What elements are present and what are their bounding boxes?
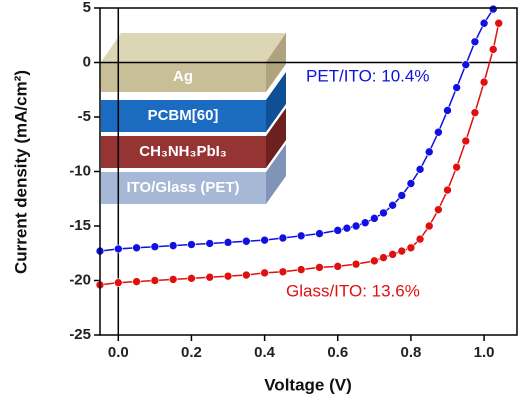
data-point [113,244,123,254]
data-point [397,246,407,256]
data-point [488,45,498,54]
layer-pcbm [101,100,266,132]
data-point [113,278,123,287]
x-axis-label: Voltage (V) [264,375,352,394]
data-point [223,238,233,247]
layer-ag [101,62,266,92]
y-tick-label: -15 [69,217,91,234]
data-point [242,236,251,246]
data-point [132,243,141,253]
data-point [150,242,160,252]
layer-side [266,108,286,168]
data-point [470,37,480,47]
data-point [379,208,388,218]
data-point [278,233,288,243]
y-tick-label: -25 [69,326,91,343]
data-point [443,185,452,195]
data-point [379,253,388,262]
data-point [415,165,425,174]
layer-label: ITO/Glass (PET) [126,179,239,196]
data-point [260,268,269,278]
data-point [242,270,251,280]
x-tick-label: 0.4 [254,344,276,361]
data-point [296,265,306,274]
series-label: PET/ITO: 10.4% [306,66,429,85]
data-point [388,250,397,259]
layer-side [266,72,286,132]
x-tick-label: 1.0 [474,344,495,361]
layer-top [101,33,286,62]
data-point [205,239,215,248]
data-point [488,4,498,14]
data-point [434,127,443,137]
data-point [360,218,370,228]
layer-perovskite [101,136,266,168]
data-point [452,162,461,172]
data-point [443,106,452,115]
data-point [388,200,397,210]
x-tick-label: 0.0 [108,344,129,361]
data-point [406,179,416,188]
data-point [470,108,480,117]
data-point [461,136,471,146]
y-tick-label: -5 [78,108,91,125]
data-point [479,18,489,28]
data-point [397,191,407,200]
data-point [351,221,361,231]
y-tick-label: 0 [83,53,91,70]
data-point [315,229,324,238]
data-point [370,214,379,223]
x-tick-label: 0.2 [181,344,202,361]
data-point [424,147,434,157]
x-tick-label: 0.6 [327,344,348,361]
data-point [187,240,196,249]
data-point [168,275,178,284]
data-point [333,226,343,235]
data-point [260,235,269,245]
data-point [150,276,160,285]
data-point [315,263,324,272]
data-point [223,271,233,281]
layer-side [266,144,286,204]
data-point [406,243,416,253]
data-point [168,241,178,250]
layer-label: Ag [173,68,193,85]
data-point [452,83,461,92]
data-point [494,18,504,28]
data-point [333,262,343,271]
layer-label: CH₃NH₃PbI₃ [139,143,227,160]
data-point [205,272,215,282]
data-point [434,205,443,214]
layer-ito [101,172,266,204]
data-point [351,259,361,269]
data-point [187,274,196,283]
y-tick-label: -20 [69,271,91,288]
data-point [296,231,306,241]
inset-stack: Ag PCBM[60] CH₃NH₃PbI₃ ITO/Glass (PET) [101,33,286,204]
data-point [461,60,471,69]
data-point [479,77,489,87]
data-point [415,234,425,244]
y-axis-label: Current density (mA/cm²) [11,70,30,274]
data-point [278,267,288,277]
plot-frame [99,7,518,336]
y-tick-label: 5 [83,0,91,16]
series-label: Glass/ITO: 13.6% [286,281,420,300]
data-point [424,221,434,231]
x-tick-label: 0.8 [400,344,421,361]
layer-label: PCBM[60] [148,107,219,124]
data-point [132,277,141,286]
data-point [342,223,352,233]
data-point [370,256,379,266]
y-tick-label: -10 [69,162,91,179]
